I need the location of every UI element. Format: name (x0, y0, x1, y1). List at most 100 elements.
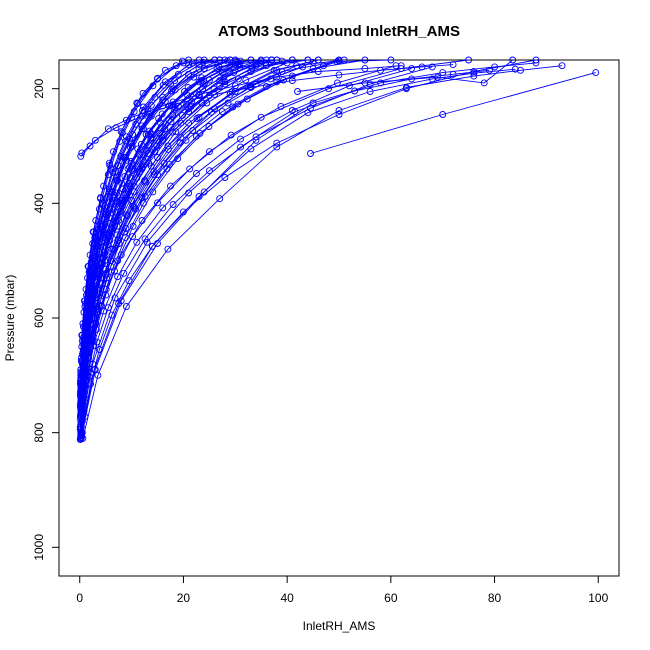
data-point (115, 236, 123, 244)
data-point (242, 76, 250, 84)
data-point (144, 105, 152, 113)
data-point (428, 75, 436, 83)
data-point (129, 222, 137, 230)
data-point (127, 144, 135, 152)
series-line (310, 72, 596, 154)
x-axis-label: InletRH_AMS (303, 619, 376, 633)
data-point (511, 65, 519, 73)
series-line (81, 64, 454, 154)
data-point (111, 267, 118, 275)
data-point (333, 58, 341, 66)
data-point (234, 75, 242, 83)
series-line (80, 68, 412, 434)
data-point (98, 238, 106, 246)
series-51 (76, 62, 400, 433)
data-point (195, 193, 203, 200)
data-point (129, 233, 137, 241)
data-point (182, 136, 190, 144)
data-point (211, 56, 219, 64)
data-point (82, 370, 90, 378)
data-point (134, 100, 142, 108)
data-point (335, 71, 343, 79)
data-point (270, 66, 278, 74)
data-point (205, 123, 213, 130)
data-point (234, 100, 242, 108)
data-point (94, 226, 102, 234)
data-point (517, 66, 524, 74)
data-point (77, 152, 85, 160)
data-point (78, 351, 86, 359)
data-point (247, 56, 255, 64)
data-point (105, 185, 113, 193)
series-line (81, 62, 537, 433)
data-point (137, 140, 145, 148)
data-point (92, 252, 100, 260)
data-point (141, 235, 149, 243)
series-17 (78, 56, 281, 388)
data-point (99, 254, 107, 262)
data-point (199, 58, 207, 66)
data-point (195, 65, 203, 73)
x-tick-label: 40 (280, 591, 294, 605)
data-point (439, 111, 447, 118)
data-point (361, 56, 369, 64)
data-point (304, 56, 312, 64)
data-point (111, 294, 119, 302)
x-tick-label: 0 (76, 591, 83, 605)
data-point (408, 65, 416, 73)
data-point (159, 81, 167, 89)
series-47 (76, 56, 473, 442)
data-point (177, 119, 185, 127)
data-point (192, 170, 200, 177)
data-point (189, 127, 197, 134)
data-point (160, 132, 168, 140)
y-axis-label: Pressure (mbar) (3, 275, 17, 362)
data-point (377, 66, 384, 74)
data-point (325, 85, 333, 93)
data-point (230, 69, 238, 77)
data-point (257, 113, 265, 121)
series-line (81, 59, 277, 384)
data-point (198, 74, 206, 82)
series-46 (77, 57, 240, 382)
data-point (185, 61, 193, 69)
data-point (169, 101, 177, 109)
series-57 (79, 62, 566, 442)
data-point (128, 142, 136, 150)
data-point (143, 238, 151, 246)
data-point (121, 172, 129, 180)
data-point (171, 86, 179, 94)
data-point (170, 105, 178, 113)
series-55 (294, 56, 517, 95)
data-point (89, 360, 97, 368)
data-point (161, 78, 169, 86)
series-line (80, 69, 490, 427)
data-point (86, 142, 94, 150)
data-point (128, 113, 136, 121)
data-point (129, 165, 137, 173)
x-tick-label: 20 (177, 591, 191, 605)
data-point (107, 257, 115, 265)
data-point (104, 125, 112, 133)
data-point (140, 103, 147, 111)
data-point (150, 171, 158, 179)
data-point (335, 111, 343, 118)
data-point (465, 56, 473, 64)
data-point (205, 167, 213, 175)
data-point (138, 163, 146, 171)
data-point (90, 287, 98, 294)
data-point (120, 269, 128, 277)
series-line (82, 65, 563, 439)
data-point (149, 188, 157, 196)
series-43 (76, 56, 234, 388)
data-point (178, 112, 186, 120)
data-point (277, 102, 285, 110)
data-point (558, 62, 566, 70)
data-point (122, 303, 130, 310)
data-point (216, 195, 224, 203)
data-point (237, 143, 244, 151)
series-34 (78, 56, 322, 414)
data-point (187, 102, 195, 110)
series-line (79, 59, 231, 384)
series-line (81, 59, 319, 410)
